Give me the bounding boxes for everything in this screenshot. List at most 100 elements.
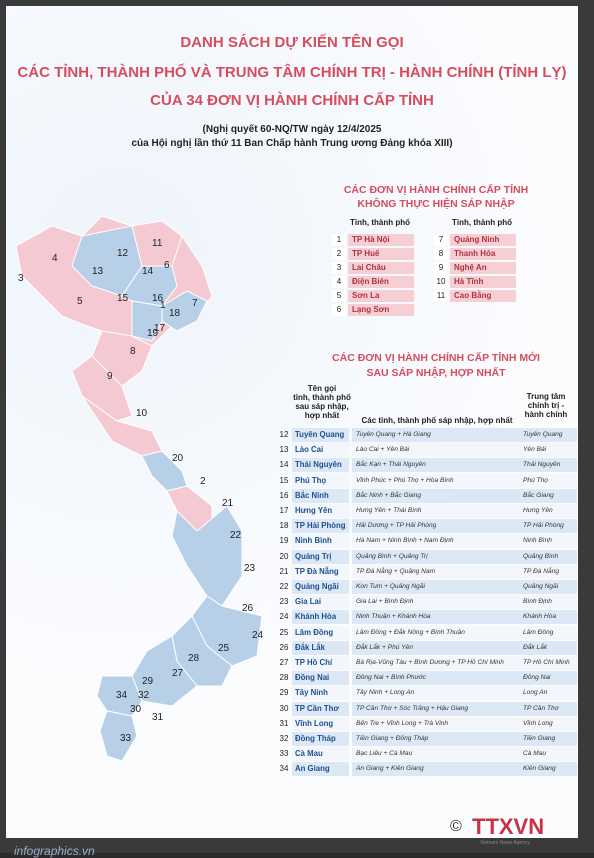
merged-provinces: Quảng Bình + Quảng Trị <box>352 549 521 564</box>
province-name: Thái Nguyên <box>292 458 349 473</box>
section-a-number: 11 <box>434 290 448 302</box>
section-a-province: Cao Bằng <box>450 290 516 302</box>
section-a-province: Lai Châu <box>348 262 414 274</box>
map-label-6: 6 <box>164 260 170 271</box>
merged-provinces: Bến Tre + Vĩnh Long + Trà Vinh <box>352 716 521 731</box>
row-number: 33 <box>279 749 289 759</box>
province-name: Đắk Lắk <box>292 640 349 655</box>
merged-provinces: Đắk Lắk + Phú Yên <box>352 640 521 655</box>
row-number: 15 <box>279 475 289 485</box>
section-a-number: 9 <box>434 262 448 274</box>
table-row: 28 Đồng Nai Đồng Nai + Bình Phước Đồng Nai <box>276 671 577 686</box>
section-a-title-2: KHÔNG THỰC HIỆN SÁP NHẬP <box>357 198 515 210</box>
row-number: 17 <box>279 506 289 515</box>
table-row: 14 Thái Nguyên Bắc Kạn + Thái Nguyên Thái N… <box>276 458 577 473</box>
row-number: 13 <box>279 445 289 455</box>
section-a-province: Sơn La <box>348 290 414 302</box>
row-number: 14 <box>279 460 289 470</box>
map-label-12: 12 <box>117 248 129 259</box>
province-name: TP Hải Phòng <box>292 519 349 534</box>
table-row: 32 Đồng Tháp Tiền Giang + Đồng Tháp Tiền Gi… <box>276 732 577 746</box>
table-row: 26 Đắk Lắk Đắk Lắk + Phú Yên Đắk Lắk <box>276 640 577 655</box>
section-a-province: TP Hà Nội <box>348 234 414 246</box>
table-row: 17 Hưng Yên Hưng Yên + Thái Bình Hưng Yên <box>276 504 577 518</box>
merged-provinces: Lào Cai + Yên Bái <box>352 443 521 458</box>
row-number: 32 <box>279 734 289 743</box>
admin-center: TP Đà Nẵng <box>520 564 577 579</box>
merged-provinces: Hải Dương + TP Hải Phòng <box>352 519 521 534</box>
merged-provinces: Tiền Giang + Đồng Tháp <box>352 732 521 746</box>
row-number: 23 <box>279 597 289 607</box>
admin-center: Long An <box>520 686 577 701</box>
section-a-number: 4 <box>332 276 346 288</box>
footer-site: infographics.vn <box>14 844 95 858</box>
merged-provinces: An Giang + Kiên Giang <box>352 762 521 777</box>
province-name: Vĩnh Long <box>292 716 349 731</box>
admin-center: Vĩnh Long <box>520 716 577 731</box>
province-name: Tây Ninh <box>292 686 349 701</box>
section-a-col-header-left: Tỉnh, thành phố <box>350 218 410 227</box>
map-label-4: 4 <box>52 253 58 264</box>
table-row: 19 Ninh Bình Hà Nam + Ninh Bình + Nam Định… <box>276 534 577 549</box>
table-row: 30 TP Cần Thơ TP Cần Thơ + Sóc Trăng + Hậu… <box>276 701 577 716</box>
row-number: 18 <box>279 521 289 531</box>
table-row: 22 Quảng Ngãi Kon Tum + Quảng Ngãi Quảng Ng… <box>276 580 577 594</box>
table-row: 16 Bắc Ninh Bắc Ninh + Bắc Giang Bắc Giang <box>276 488 577 503</box>
merged-provinces: Bà Rịa-Vũng Tàu + Bình Dương + TP Hồ Chí… <box>352 656 521 670</box>
province-name: TP Hồ Chí Minh <box>292 656 349 681</box>
head-name-line: Tên gọi <box>307 384 337 393</box>
map-label-30: 30 <box>130 704 142 715</box>
ttxvn-logo-sub: Vietnam News Agency <box>480 840 530 846</box>
section-b-title-2: SAU SÁP NHẬP, HỢP NHẤT <box>366 367 506 379</box>
head-cap-line: chính trị - <box>527 401 565 410</box>
infographic-poster: DANH SÁCH DỰ KIẾN TÊN GỌI CÁC TỈNH, THÀN… <box>6 6 578 858</box>
section-a-number: 6 <box>332 304 346 316</box>
merged-provinces: Đồng Nai + Bình Phước <box>352 671 521 686</box>
admin-center: Đồng Nai <box>520 671 577 686</box>
admin-center: Yên Bái <box>520 443 577 458</box>
section-a-province: Thanh Hóa <box>450 248 516 260</box>
merged-provinces: Bắc Kạn + Thái Nguyên <box>352 458 521 473</box>
subtitle-line-2: của Hội nghị lần thứ 11 Ban Chấp hành Tr… <box>131 138 453 149</box>
province-name: Bắc Ninh <box>292 488 349 503</box>
province-name: An Giang <box>292 762 349 777</box>
section-a-province: Điện Biên <box>348 276 414 288</box>
admin-center: Kiên Giang <box>520 762 577 777</box>
map-label-19: 19 <box>147 328 159 339</box>
row-number: 28 <box>279 673 289 683</box>
row-number: 19 <box>279 536 289 546</box>
row-number: 31 <box>279 718 289 728</box>
map-label-27: 27 <box>172 668 184 679</box>
row-number: 16 <box>279 490 289 500</box>
table-row: 20 Quảng Trị Quảng Bình + Quảng Trị Quảng B… <box>276 549 577 564</box>
admin-center: Đắk Lắk <box>520 640 577 655</box>
map-label-18: 18 <box>169 308 181 319</box>
head-name-line: hợp nhất <box>304 411 340 420</box>
map-label-32: 32 <box>138 690 150 701</box>
map-label-24: 24 <box>252 630 264 641</box>
map-label-7: 7 <box>192 298 198 309</box>
section-b-head-merge: Các tỉnh, thành phố sáp nhập, hợp nhất <box>361 416 513 425</box>
table-row: 33 Cà Mau Bạc Liêu + Cà Mau Cà Mau <box>276 747 577 762</box>
head-name-line: sau sáp nhập, <box>295 402 349 411</box>
title-line-3: CỦA 34 ĐƠN VỊ HÀNH CHÍNH CẤP TỈNH <box>150 92 434 109</box>
province-name: Hưng Yên <box>292 504 349 518</box>
table-row: 24 Khánh Hòa Ninh Thuận + Khánh Hòa Khánh H… <box>276 610 577 625</box>
section-a-province: Quảng Ninh <box>450 234 516 246</box>
map-label-21: 21 <box>222 498 234 509</box>
admin-center: Quảng Bình <box>520 549 577 564</box>
merged-provinces: Hưng Yên + Thái Bình <box>352 504 521 518</box>
map-label-34: 34 <box>116 690 128 701</box>
row-number: 26 <box>279 642 289 652</box>
map-label-28: 28 <box>188 653 200 664</box>
admin-center: Thái Nguyên <box>520 458 577 473</box>
row-number: 22 <box>279 582 289 591</box>
row-number: 12 <box>279 430 289 439</box>
merged-provinces: Tuyên Quang + Hà Giang <box>352 428 521 442</box>
map-label-26: 26 <box>242 603 254 614</box>
title-line-2: CÁC TỈNH, THÀNH PHỐ VÀ TRUNG TÂM CHÍNH T… <box>17 64 567 81</box>
section-a-number: 7 <box>434 234 448 246</box>
map-label-31: 31 <box>152 712 164 723</box>
